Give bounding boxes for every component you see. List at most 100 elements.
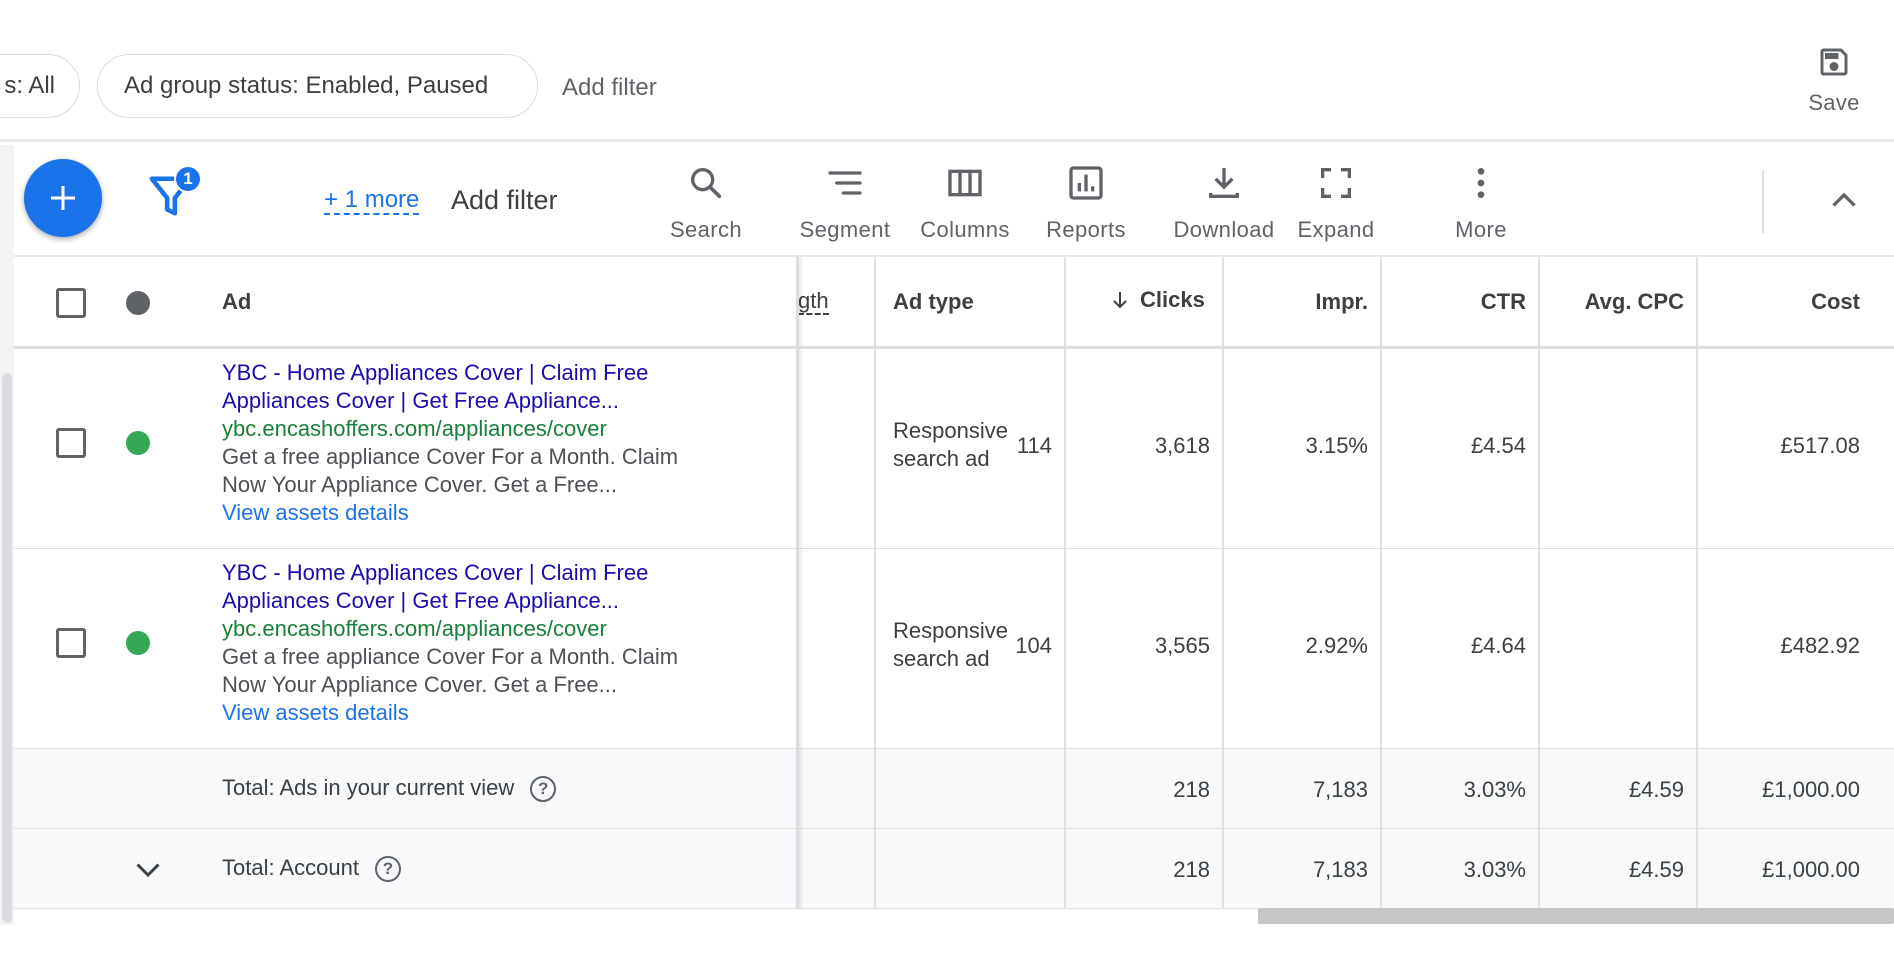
ad-description: Get a free appliance Cover For a Month. … [222, 444, 679, 469]
column-divider [1064, 829, 1066, 908]
ad-headline[interactable]: YBC - Home Appliances Cover | Claim Free [222, 360, 649, 385]
table-header-row: Ad gth Ad type Clicks Impr. CTR Avg. CPC… [14, 257, 1894, 349]
ad-description-continued: Now Your Appliance Cover. Get a Free... [222, 472, 618, 497]
column-divider [1222, 257, 1224, 346]
cost-cell: £482.92 [1780, 633, 1860, 658]
ad-display-url: ybc.encashoffers.com/appliances/cover [222, 416, 607, 441]
more-tool-button[interactable]: More [1448, 163, 1514, 243]
column-header-length[interactable]: gth [798, 288, 829, 315]
total-impressions-cell: 7,183 [1312, 857, 1368, 882]
column-divider [1696, 549, 1698, 748]
column-divider [1222, 349, 1224, 548]
column-divider [1538, 549, 1540, 748]
column-header-impr[interactable]: Impr. [1315, 289, 1368, 314]
toolbar-divider [1762, 171, 1764, 233]
avg-cpc-cell: £4.64 [1470, 633, 1526, 658]
ad-type-line: Responsive [893, 618, 1008, 643]
expand-icon [1321, 168, 1351, 198]
download-tool-button[interactable]: Download [1163, 163, 1285, 243]
column-divider [874, 829, 876, 908]
chevron-up-icon[interactable] [1826, 183, 1862, 219]
column-header-clicks-label: Clicks [1140, 287, 1205, 312]
ad-headline-continued[interactable]: Appliances Cover | Get Free Appliance... [222, 388, 620, 413]
column-header-clicks[interactable]: Clicks [1108, 287, 1205, 313]
create-ad-button[interactable] [24, 159, 102, 237]
download-icon [1209, 168, 1239, 198]
frozen-column-edge [796, 349, 799, 548]
select-all-checkbox[interactable] [56, 288, 86, 318]
status-enabled-dot[interactable] [126, 431, 150, 455]
expand-tool-label: Expand [1297, 217, 1375, 242]
ad-type-cell: Responsive search ad [893, 617, 1008, 673]
cost-cell: £517.08 [1780, 433, 1860, 458]
column-header-cost[interactable]: Cost [1811, 289, 1860, 314]
status-filter-label: s: All [4, 72, 55, 99]
ad-headline[interactable]: YBC - Home Appliances Cover | Claim Free [222, 560, 649, 585]
download-tool-label: Download [1173, 217, 1275, 242]
ad-preview: YBC - Home Appliances Cover | Claim Free… [222, 559, 782, 727]
save-button[interactable]: Save [1792, 44, 1876, 134]
column-divider [1696, 749, 1698, 828]
column-divider [1696, 257, 1698, 346]
column-divider [1222, 829, 1224, 908]
column-divider [874, 549, 876, 748]
help-icon[interactable]: ? [530, 776, 557, 803]
horizontal-scrollbar[interactable] [1258, 908, 1894, 924]
column-divider [1538, 829, 1540, 908]
column-divider [1538, 349, 1540, 548]
total-current-view-label: Total: Ads in your current view [222, 775, 515, 800]
toolbar-add-filter[interactable]: Add filter [451, 185, 558, 215]
column-header-ctr[interactable]: CTR [1480, 289, 1526, 314]
expand-tool-button[interactable]: Expand [1286, 163, 1386, 243]
search-tool-button[interactable]: Search [666, 163, 746, 243]
vertical-scrollbar[interactable] [2, 373, 12, 923]
column-divider [1380, 749, 1382, 828]
column-header-ad-type[interactable]: Ad type [893, 289, 974, 314]
total-clicks-cell: 218 [1173, 777, 1210, 802]
segment-tool-button[interactable]: Segment [790, 163, 900, 243]
impressions-cell: 3,618 [1154, 433, 1210, 458]
chevron-down-icon[interactable] [130, 851, 166, 887]
total-cost-cell: £1,000.00 [1762, 857, 1860, 882]
ctr-cell: 3.15% [1305, 433, 1368, 458]
row-checkbox[interactable] [56, 428, 86, 458]
table-toolbar: 1 + 1 more Add filter Search Segment Col… [14, 145, 1894, 257]
ad-description-continued: Now Your Appliance Cover. Get a Free... [222, 672, 618, 697]
sort-descending-icon [1113, 292, 1127, 309]
column-divider [1696, 829, 1698, 908]
save-label: Save [1808, 90, 1860, 115]
more-filters-link[interactable]: + 1 more [324, 186, 420, 215]
reports-icon [1069, 166, 1103, 200]
help-icon[interactable]: ? [374, 856, 401, 883]
columns-tool-label: Columns [920, 217, 1010, 242]
view-assets-details-link[interactable]: View assets details [222, 700, 409, 725]
column-header-avg-cpc[interactable]: Avg. CPC [1584, 289, 1684, 314]
total-clicks-cell: 218 [1173, 857, 1210, 882]
status-enabled-dot[interactable] [126, 631, 150, 655]
ad-type-line: search ad [893, 646, 990, 671]
columns-tool-button[interactable]: Columns [910, 163, 1020, 243]
left-rail [0, 145, 14, 925]
column-divider [1222, 549, 1224, 748]
view-assets-details-link[interactable]: View assets details [222, 500, 409, 525]
table-row: YBC - Home Appliances Cover | Claim Free… [14, 349, 1894, 549]
add-filter-link[interactable]: Add filter [562, 74, 657, 101]
impressions-cell: 3,565 [1154, 633, 1210, 658]
segment-tool-label: Segment [799, 217, 891, 242]
row-checkbox[interactable] [56, 628, 86, 658]
avg-cpc-cell: £4.54 [1470, 433, 1526, 458]
columns-icon [948, 169, 982, 197]
status-filter-chip[interactable]: s: All [0, 54, 80, 118]
status-header-icon[interactable] [126, 291, 150, 315]
ad-type-line: Responsive [893, 418, 1008, 443]
adgroup-status-filter-chip[interactable]: Ad group status: Enabled, Paused [97, 54, 538, 118]
clicks-cell: 104 [1015, 633, 1052, 658]
column-header-ad[interactable]: Ad [222, 289, 252, 314]
total-account-label-cell: Total: Account? [222, 855, 401, 883]
ad-preview: YBC - Home Appliances Cover | Claim Free… [222, 359, 782, 527]
ad-headline-continued[interactable]: Appliances Cover | Get Free Appliance... [222, 588, 620, 613]
reports-tool-button[interactable]: Reports [1031, 163, 1141, 243]
column-divider [1380, 257, 1382, 346]
total-ctr-cell: 3.03% [1463, 777, 1526, 802]
frozen-column-edge [796, 749, 799, 828]
